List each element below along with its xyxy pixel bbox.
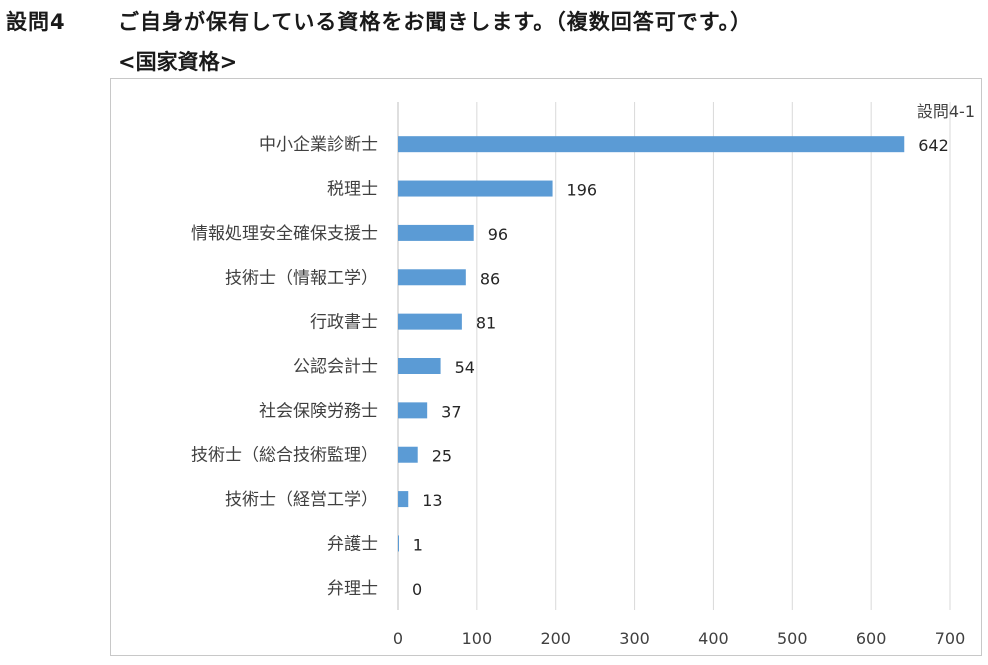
chart-frame xyxy=(110,78,982,656)
bar-3 xyxy=(398,269,466,286)
data-label-10: 0 xyxy=(412,580,422,599)
data-label-2: 96 xyxy=(488,225,508,244)
bar-1 xyxy=(398,180,553,197)
bar-6 xyxy=(398,402,428,419)
category-label-2: 情報処理安全確保支援士 xyxy=(191,224,378,244)
data-label-3: 86 xyxy=(480,269,500,288)
category-label-8: 技術士（経営工学） xyxy=(225,490,378,510)
bar-0 xyxy=(398,136,905,153)
x-tick-label-400: 400 xyxy=(698,629,729,648)
category-label-9: 弁護士 xyxy=(327,534,378,554)
x-tick-label-100: 100 xyxy=(462,629,493,648)
bar-5 xyxy=(398,358,441,374)
data-label-0: 642 xyxy=(918,136,949,155)
category-label-7: 技術士（総合技術監理） xyxy=(191,446,378,466)
category-label-4: 行政書士 xyxy=(310,313,378,333)
question-text: ご自身が保有している資格をお聞きします。（複数回答可です。） xyxy=(118,10,753,34)
category-label-3: 技術士（情報工学） xyxy=(225,268,378,288)
chart-subtitle: <国家資格> xyxy=(118,50,238,74)
figure-id-label: 設問4-1 xyxy=(917,102,975,121)
x-tick-label-600: 600 xyxy=(856,629,887,648)
x-tick-label-300: 300 xyxy=(619,629,650,648)
category-label-1: 税理士 xyxy=(327,180,378,200)
question-number: 設問4 xyxy=(6,10,66,34)
data-label-9: 1 xyxy=(413,535,423,554)
category-label-6: 社会保険労務士 xyxy=(259,401,378,421)
category-label-10: 弁理士 xyxy=(327,579,378,599)
data-label-7: 25 xyxy=(432,447,452,466)
data-label-6: 37 xyxy=(441,402,461,421)
bar-8 xyxy=(398,491,409,508)
x-tick-label-200: 200 xyxy=(540,629,571,648)
data-label-8: 13 xyxy=(422,491,442,510)
category-label-5: 公認会計士 xyxy=(293,357,378,377)
bar-4 xyxy=(398,313,462,330)
data-label-4: 81 xyxy=(476,314,496,333)
bar-9 xyxy=(398,535,399,552)
x-tick-label-0: 0 xyxy=(393,629,403,648)
bar-7 xyxy=(398,446,418,463)
x-tick-label-500: 500 xyxy=(777,629,808,648)
x-tick-label-700: 700 xyxy=(935,629,966,648)
data-label-1: 196 xyxy=(567,181,598,200)
data-label-5: 54 xyxy=(455,358,475,377)
category-label-0: 中小企業診断士 xyxy=(259,135,378,155)
bar-2 xyxy=(398,224,474,241)
